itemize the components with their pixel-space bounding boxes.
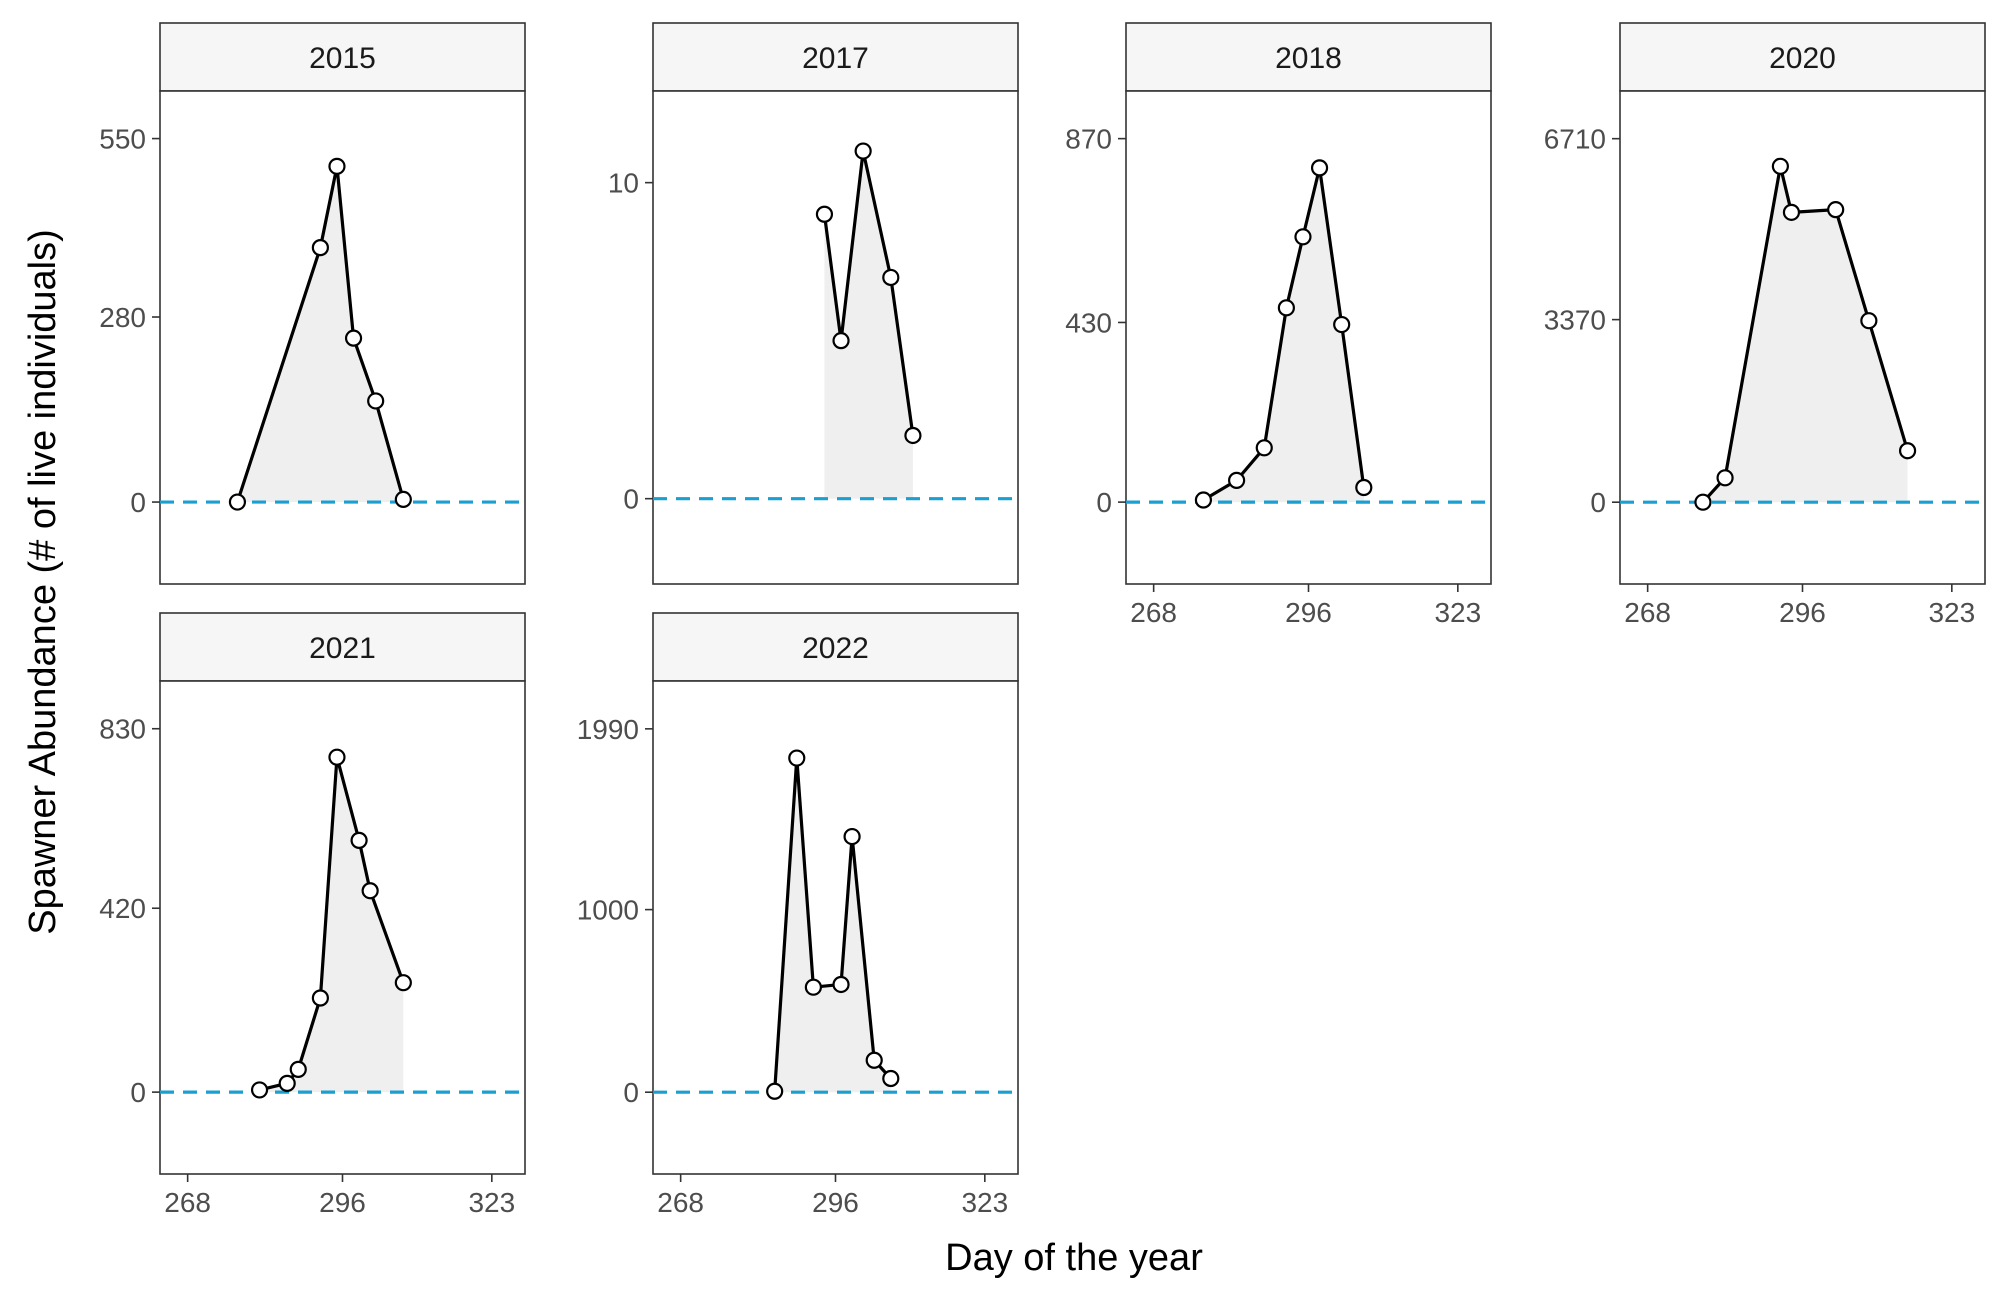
data-point xyxy=(1782,203,1801,221)
series-line xyxy=(235,164,405,503)
facet-strip xyxy=(159,22,526,92)
facet-strip xyxy=(159,612,526,682)
facet-panel-2021: 2021 0 420 830 268 296 323 xyxy=(99,612,526,1218)
x-tick-label: 296 xyxy=(1285,597,1332,628)
panel-border xyxy=(652,680,1019,1175)
x-axis-title: Day of the year xyxy=(945,1237,1203,1279)
data-point xyxy=(882,1069,900,1088)
data-point xyxy=(1294,228,1312,246)
data-point xyxy=(289,1060,307,1078)
data-point xyxy=(766,1082,784,1100)
facet-panel-2017: 2017 0 10 xyxy=(608,22,1019,585)
y-tick-label: 3370 xyxy=(1544,305,1606,336)
data-point xyxy=(1194,491,1213,509)
data-point xyxy=(394,490,412,509)
y-tick-label: 1990 xyxy=(577,714,639,745)
data-point xyxy=(815,205,834,223)
x-tick-label: 323 xyxy=(961,1187,1008,1218)
x-tick-label: 323 xyxy=(1434,597,1481,628)
facet-panel-2015: 2015 0 280 550 xyxy=(99,22,526,585)
facet-strip-label: 2017 xyxy=(802,42,869,75)
data-point xyxy=(1827,201,1845,219)
data-point xyxy=(865,1051,883,1069)
data-point xyxy=(1333,315,1351,334)
facet-strip-label: 2021 xyxy=(309,632,376,665)
data-point xyxy=(344,329,363,347)
area-under-curve xyxy=(824,151,913,499)
data-point xyxy=(367,392,385,410)
data-point xyxy=(328,748,346,766)
y-tick-label: 0 xyxy=(1096,487,1112,518)
area-under-curve xyxy=(774,758,891,1093)
y-tick-label: 280 xyxy=(99,302,146,333)
data-point xyxy=(278,1074,296,1092)
x-tick-label: 268 xyxy=(1624,597,1671,628)
y-tick-label: 0 xyxy=(130,1077,146,1108)
y-tick-label: 10 xyxy=(608,168,639,199)
y-tick-label: 830 xyxy=(99,714,146,745)
facet-strip-label: 2022 xyxy=(802,632,869,665)
data-point xyxy=(804,978,822,996)
y-tick-label: 430 xyxy=(1065,307,1112,338)
data-point xyxy=(1860,312,1878,330)
facet-strip xyxy=(1619,22,1986,92)
y-tick-label: 550 xyxy=(99,124,146,155)
data-point xyxy=(311,239,329,257)
data-point xyxy=(832,332,850,350)
facet-strip-label: 2020 xyxy=(1769,42,1836,75)
data-point xyxy=(1694,493,1712,511)
x-tick-label: 323 xyxy=(1928,597,1975,628)
y-tick-label: 870 xyxy=(1065,124,1112,155)
data-point xyxy=(328,157,346,175)
x-tick-label: 268 xyxy=(1130,597,1177,628)
facet-strip xyxy=(652,612,1019,682)
data-point xyxy=(1355,478,1373,497)
data-point xyxy=(1255,439,1273,457)
data-point xyxy=(1228,471,1246,489)
data-point xyxy=(250,1081,269,1099)
y-tick-label: 0 xyxy=(130,487,146,518)
y-tick-label: 1000 xyxy=(577,895,639,926)
data-point xyxy=(788,749,806,767)
data-point xyxy=(1310,159,1329,177)
data-point xyxy=(882,268,900,287)
x-tick-label: 296 xyxy=(1779,597,1826,628)
y-tick-label: 0 xyxy=(623,484,639,515)
x-tick-label: 296 xyxy=(319,1187,366,1218)
data-point xyxy=(311,989,329,1007)
y-tick-label: 0 xyxy=(1590,487,1606,518)
area-under-curve xyxy=(1702,166,1908,503)
facet-strip xyxy=(1125,22,1492,92)
y-tick-label: 6710 xyxy=(1544,124,1606,155)
area-under-curve xyxy=(259,757,404,1093)
data-point xyxy=(832,975,850,994)
x-tick-label: 323 xyxy=(468,1187,515,1218)
facet-strip-label: 2015 xyxy=(309,42,376,75)
facet-strip xyxy=(652,22,1019,92)
data-point xyxy=(904,426,922,445)
facet-panel-2020: 2020 0 3370 6710 268 296 323 xyxy=(1544,22,1986,628)
data-point xyxy=(394,974,412,992)
y-axis-title: Spawner Abundance (# of live individuals… xyxy=(22,229,64,935)
data-point xyxy=(1716,469,1734,487)
y-tick-label: 0 xyxy=(623,1077,639,1108)
data-point xyxy=(361,882,379,900)
data-point xyxy=(1898,442,1917,460)
data-point xyxy=(843,827,861,846)
data-point xyxy=(1771,157,1789,175)
facet-panel-2022: 2022 0 1000 1990 268 296 323 xyxy=(577,612,1019,1218)
x-tick-label: 296 xyxy=(812,1187,859,1218)
facet-panel-2018: 2018 0 430 870 268 296 323 xyxy=(1065,22,1492,628)
x-tick-label: 268 xyxy=(164,1187,211,1218)
data-point xyxy=(854,142,872,160)
y-tick-label: 420 xyxy=(99,893,146,924)
area-under-curve xyxy=(237,166,404,503)
data-point xyxy=(1277,299,1295,317)
x-tick-label: 268 xyxy=(657,1187,704,1218)
facet-strip-label: 2018 xyxy=(1275,42,1342,75)
data-point xyxy=(350,831,368,849)
data-point xyxy=(228,493,247,511)
